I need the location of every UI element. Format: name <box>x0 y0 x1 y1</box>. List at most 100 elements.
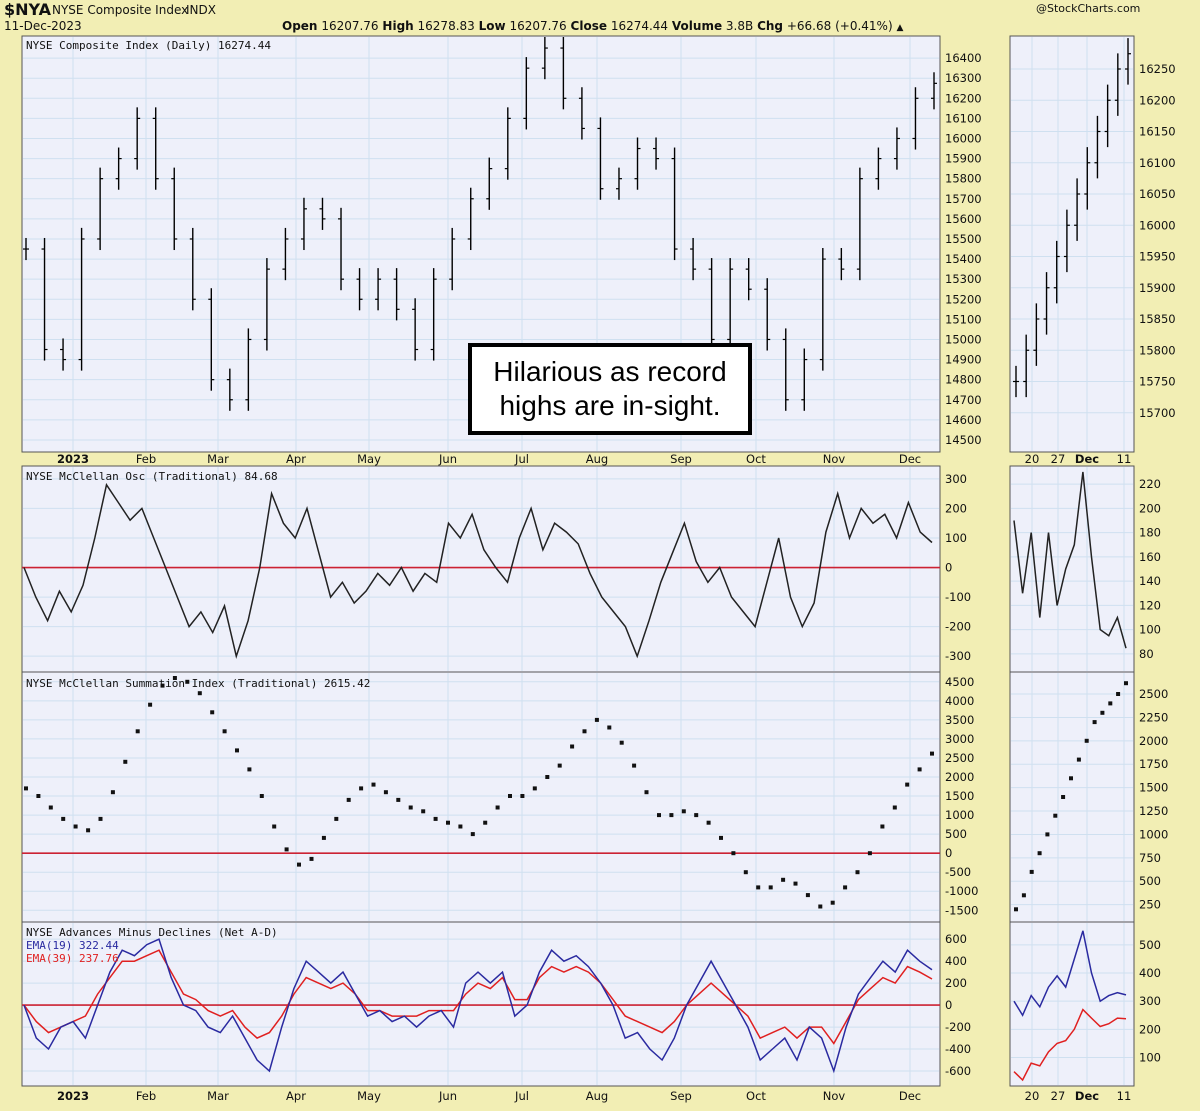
x-month-label: Feb <box>136 1089 156 1103</box>
x-date-label: 27 <box>1051 452 1066 466</box>
summation-point <box>694 813 699 818</box>
y-tick-label: 200 <box>945 501 967 515</box>
y-tick-label: 1500 <box>1139 781 1168 795</box>
summation-point <box>86 828 91 833</box>
y-tick-label: 15750 <box>1139 375 1176 389</box>
summation-point <box>396 797 401 802</box>
summation-point <box>793 881 798 886</box>
summation-point <box>495 805 500 810</box>
summation-point <box>930 751 934 756</box>
summation-panel: -1500 -1000 -500 0 500 1000 1500 2000 2500 3000 35… <box>21 671 978 923</box>
y-tick-label: 15800 <box>1139 343 1176 357</box>
y-tick-label: 1750 <box>1139 757 1168 771</box>
y-tick-label: 15900 <box>1139 281 1176 295</box>
summation-point <box>619 740 624 745</box>
y-tick-label: -1500 <box>945 903 978 917</box>
y-tick-label: 15400 <box>945 252 982 266</box>
summation-point <box>843 885 848 890</box>
x-month-label: 2023 <box>57 1089 89 1103</box>
x-date-label: 20 <box>1025 1089 1040 1103</box>
y-tick-label: 100 <box>1139 1050 1161 1064</box>
summation-point <box>768 885 773 890</box>
summation-point <box>644 790 649 795</box>
ema19-legend: EMA(19) 322.44 <box>26 939 119 952</box>
y-tick-label: 2500 <box>1139 687 1168 701</box>
summation-point <box>359 786 364 791</box>
y-tick-label: 200 <box>1139 501 1161 515</box>
x-month-label: Mar <box>207 452 229 466</box>
summation-point <box>607 725 612 730</box>
y-tick-label: 14500 <box>945 433 982 447</box>
summation-point <box>135 729 140 734</box>
summation-point <box>483 820 488 825</box>
summation-point <box>321 835 326 840</box>
breadth-panel: -600 -400 -200 0 200 400 600 NYSE Advances Min… <box>21 921 971 1087</box>
x-month-label: Mar <box>207 1089 229 1103</box>
y-tick-label: 15600 <box>945 212 982 226</box>
summation-point <box>421 809 426 814</box>
summation-point <box>210 710 215 715</box>
zoom-summation-point <box>1045 832 1050 837</box>
summation-point <box>73 824 78 829</box>
summation-point <box>594 717 599 722</box>
zoom-summation-point <box>1029 869 1034 874</box>
y-tick-label: 2500 <box>945 751 974 765</box>
zoom-summation-point <box>1061 795 1066 799</box>
y-tick-label: 14800 <box>945 373 982 387</box>
y-tick-label: 4500 <box>945 675 974 689</box>
summation-point <box>818 904 823 909</box>
summation-point <box>433 816 438 821</box>
zoom-summation-point <box>1076 757 1081 762</box>
x-month-label: Aug <box>586 1089 608 1103</box>
y-tick-label: 750 <box>1139 851 1161 865</box>
osc-title: NYSE McClellan Osc (Traditional) 84.68 <box>26 470 278 483</box>
index-name: NYSE Composite Index <box>52 3 189 17</box>
summation-point <box>917 767 922 772</box>
x-month-label: Jul <box>514 452 529 466</box>
summation-point <box>706 820 711 825</box>
summation-point <box>309 856 314 861</box>
oscillator-line <box>23 482 933 659</box>
y-tick-label: 15800 <box>945 172 982 186</box>
summation-point <box>582 729 587 734</box>
summation-point <box>470 832 475 837</box>
y-tick-label: -600 <box>945 1064 971 1078</box>
zoom-summation-point <box>1014 907 1018 912</box>
x-month-label: 2023 <box>57 452 89 466</box>
y-tick-label: -1000 <box>945 884 978 898</box>
x-month-label: Nov <box>823 1089 846 1103</box>
summation-point <box>259 794 264 798</box>
y-tick-label: 3500 <box>945 713 974 727</box>
summation-point <box>346 797 351 802</box>
y-tick-label: 15500 <box>945 232 982 246</box>
y-tick-label: 16200 <box>1139 93 1176 107</box>
summation-point <box>545 775 550 779</box>
summation-point <box>334 816 339 821</box>
summation-point <box>681 809 686 814</box>
y-tick-label: 100 <box>945 531 967 545</box>
zoom-summation-point <box>1124 681 1128 686</box>
summation-point <box>148 702 153 707</box>
summation-point <box>892 805 897 810</box>
y-tick-label: -300 <box>945 649 971 663</box>
ema19-line <box>23 938 933 1074</box>
y-tick-label: 1000 <box>945 808 974 822</box>
zoom-ema19-line <box>1013 930 1127 1017</box>
x-month-label: Dec <box>899 452 921 466</box>
x-date-label: 11 <box>1117 1089 1132 1103</box>
zoom-summation-point <box>1084 738 1089 743</box>
summation-point <box>185 679 190 684</box>
y-tick-label: 120 <box>1139 598 1161 612</box>
summation-point <box>197 691 202 696</box>
x-month-label: Sep <box>670 452 692 466</box>
y-tick-label: 16400 <box>945 51 982 65</box>
x-month-label: Apr <box>286 452 306 466</box>
oscillator-zoom-panel: 80 100 120 140 160 180 200 220 <box>1009 465 1161 673</box>
summation-point <box>632 763 637 768</box>
summation-point <box>61 816 66 821</box>
annotation-box: Hilarious as record highs are in-sight. <box>468 343 752 435</box>
summation-point <box>719 835 723 840</box>
x-date-label: 27 <box>1051 1089 1066 1103</box>
y-tick-label: -500 <box>945 865 971 879</box>
zoom-summation-point <box>1108 701 1113 706</box>
